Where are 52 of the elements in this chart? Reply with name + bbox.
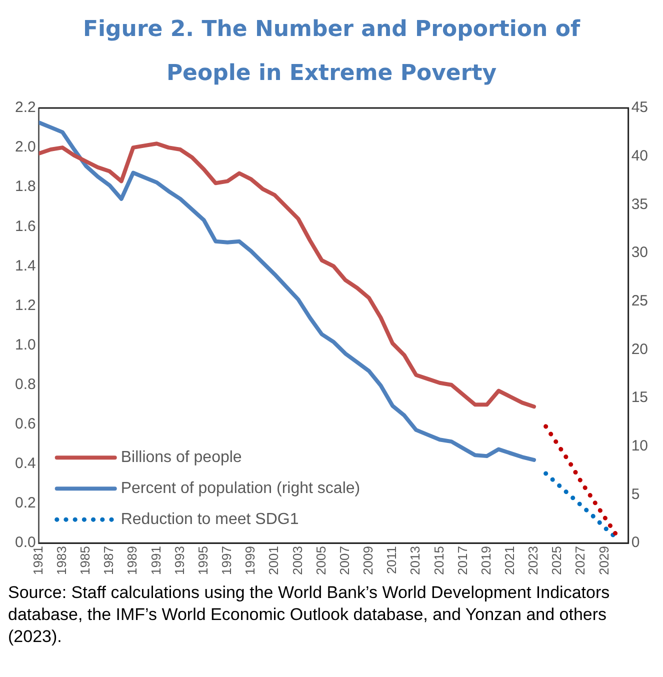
legend-label: Billions of people bbox=[120, 448, 242, 466]
x-tick-label: 2019 bbox=[478, 546, 494, 575]
x-tick-label: 2027 bbox=[572, 546, 588, 575]
y2-tick-label: 15 bbox=[631, 389, 648, 406]
y-tick-label: 0.8 bbox=[14, 376, 36, 394]
y2-tick-label: 0 bbox=[631, 534, 640, 552]
y-tick-label: 1.2 bbox=[14, 296, 36, 314]
x-tick-label: 1983 bbox=[54, 546, 70, 575]
y2-tick-label: 45 bbox=[631, 99, 648, 116]
x-tick-label: 2025 bbox=[549, 546, 564, 575]
line-series bbox=[544, 424, 619, 538]
legend-label: Percent of population (right scale) bbox=[120, 480, 360, 497]
y-tick-label: 0.4 bbox=[14, 455, 36, 472]
x-tick-label: 1987 bbox=[101, 546, 116, 575]
x-tick-label: 1981 bbox=[30, 546, 46, 575]
y-tick-label: 2.2 bbox=[14, 99, 36, 116]
y-tick-label: 1.4 bbox=[14, 257, 36, 274]
x-tick-label: 1999 bbox=[242, 546, 258, 575]
x-tick-label: 2013 bbox=[408, 546, 423, 575]
x-tick-label: 1989 bbox=[124, 546, 140, 575]
x-tick-label: 2007 bbox=[336, 546, 352, 575]
x-tick-label: 1991 bbox=[148, 546, 164, 575]
y2-tick-label: 5 bbox=[631, 486, 640, 503]
x-tick-label: 1995 bbox=[195, 546, 210, 575]
x-tick-label: 2009 bbox=[360, 546, 376, 575]
x-tick-label: 2029 bbox=[596, 546, 612, 575]
x-tick-label: 2011 bbox=[384, 546, 400, 574]
y2-tick-label: 30 bbox=[631, 244, 648, 262]
y-tick-label: 1.0 bbox=[14, 336, 36, 354]
source-note: Source: Staff calculations using the World Bank’s World Development Indicators database, the IMF’s World Economic Outlook database, and Yonzan and others (2023). bbox=[8, 582, 611, 648]
x-tick-label: 1993 bbox=[172, 546, 187, 575]
chart-title: Figure 2. The Number and Proportion of People in Extreme Poverty bbox=[82, 16, 582, 88]
y2-tick-label: 35 bbox=[631, 196, 648, 213]
y-tick-label: 0.2 bbox=[14, 494, 36, 512]
y2-tick-label: 20 bbox=[631, 340, 648, 358]
y2-tick-label: 10 bbox=[631, 438, 648, 455]
x-tick-label: 2003 bbox=[290, 546, 305, 575]
x-tick-label: 1985 bbox=[78, 546, 93, 575]
x-tick-label: 2021 bbox=[502, 546, 517, 575]
y-tick-label: 0.6 bbox=[14, 416, 36, 433]
x-tick-label: 2005 bbox=[313, 546, 328, 575]
y-tick-label: 2.0 bbox=[14, 138, 36, 156]
y2-tick-label: 40 bbox=[631, 147, 648, 164]
x-tick-label: 1997 bbox=[219, 546, 234, 575]
x-tick-label: 2015 bbox=[431, 546, 446, 575]
x-tick-label: 2017 bbox=[454, 546, 470, 575]
x-tick-label: 2001 bbox=[266, 546, 282, 575]
x-tick-label: 2023 bbox=[526, 546, 541, 575]
y2-tick-label: 25 bbox=[631, 292, 648, 310]
legend-label: Reduction to meet SDG1 bbox=[120, 510, 299, 528]
y-tick-label: 1.6 bbox=[14, 218, 36, 235]
y-tick-label: 1.8 bbox=[14, 178, 36, 196]
